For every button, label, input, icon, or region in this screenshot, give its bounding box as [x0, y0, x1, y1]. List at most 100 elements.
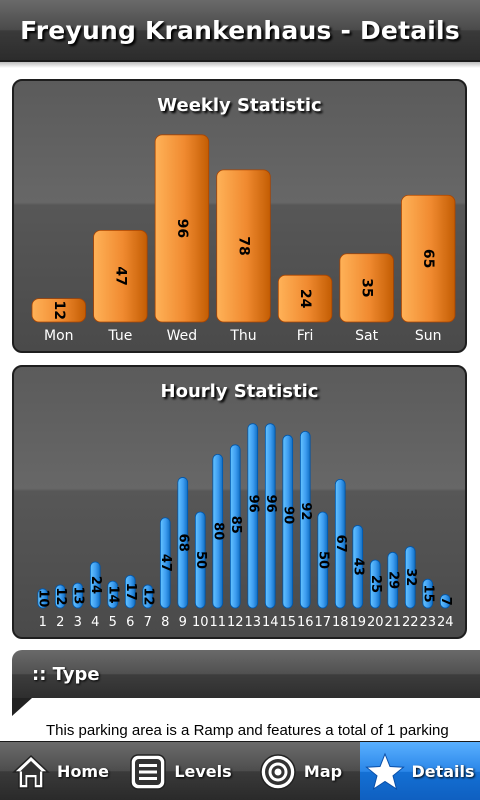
home-icon: [12, 754, 50, 789]
value-label-5: 14: [105, 586, 120, 604]
bar-Mon: [31, 298, 86, 323]
value-label-Wed: 96: [174, 219, 190, 238]
bar-8: [159, 517, 171, 609]
category-label-1: 1: [39, 615, 47, 630]
category-label-4: 4: [91, 615, 99, 630]
weekly-chart: 12 Mon 47 Tue 96 Wed 78 Thu 24 Fri 35 Sat 65 Sun: [31, 134, 456, 344]
hourly-statistic-panel: Hourly Statistic 10 1 12 2 13 3 24 4 14 5 17 6 12 7 47…: [12, 365, 467, 639]
bar-3: [72, 582, 84, 609]
value-label-14: 96: [263, 495, 278, 513]
value-label-Tue: 47: [112, 266, 128, 285]
value-label-20: 25: [368, 575, 383, 593]
value-label-8: 47: [158, 554, 173, 572]
bar-21: [387, 551, 399, 609]
category-label-10: 10: [192, 615, 209, 630]
type-section-title: :: Type: [32, 663, 100, 685]
bar-2: [54, 584, 66, 609]
category-label-23: 23: [419, 615, 436, 630]
value-label-17: 50: [315, 551, 330, 569]
value-label-9: 68: [175, 534, 190, 552]
value-label-Sun: 65: [420, 249, 436, 268]
type-description: This parking area is a Ramp and features…: [46, 722, 449, 739]
bar-9: [177, 477, 189, 609]
value-label-18: 67: [333, 535, 348, 553]
weekly-statistic-title: Weekly Statistic: [157, 95, 322, 116]
tab-details[interactable]: Details: [360, 742, 480, 800]
value-label-13: 96: [245, 495, 260, 513]
category-label-11: 11: [209, 615, 226, 630]
value-label-7: 12: [140, 587, 155, 605]
value-label-23: 15: [420, 585, 435, 603]
weekly-statistic-panel: Weekly Statistic 12 Mon 47 Tue 96 Wed 78 Thu 24 F…: [12, 79, 467, 353]
category-label-13: 13: [244, 615, 261, 630]
bar-7: [142, 584, 154, 609]
value-label-16: 92: [298, 502, 313, 520]
value-label-Fri: 24: [297, 289, 313, 309]
header-shadow: [0, 62, 480, 68]
value-label-19: 43: [350, 558, 365, 576]
bar-20: [369, 559, 381, 609]
bar-16: [299, 430, 311, 609]
category-label-21: 21: [384, 615, 401, 630]
bar-Sun: [401, 194, 456, 323]
tab-map[interactable]: Map: [240, 742, 360, 800]
category-label-7: 7: [144, 615, 152, 630]
value-label-10: 50: [193, 551, 208, 569]
hourly-statistic-title: Hourly Statistic: [160, 381, 319, 402]
category-label-20: 20: [367, 615, 384, 630]
hourly-chart: 10 1 12 2 13 3 24 4 14 5 17 6 12 7 47 8 68 9 50 10 80 11 85 12 9…: [35, 423, 454, 630]
category-label-6: 6: [126, 615, 134, 630]
bar-13: [247, 423, 259, 609]
category-label-12: 12: [227, 615, 244, 630]
category-label-14: 14: [262, 615, 279, 630]
category-label-Fri: Fri: [297, 328, 314, 344]
bar-Sat: [339, 253, 394, 323]
type-section-header[interactable]: :: Type: [12, 650, 480, 698]
value-label-4: 24: [88, 576, 103, 594]
value-label-21: 29: [385, 571, 400, 589]
bar-24: [439, 594, 451, 609]
bar-19: [352, 525, 364, 609]
tab-levels[interactable]: Levels: [120, 742, 240, 800]
category-label-24: 24: [437, 615, 454, 630]
bar-Fri: [277, 274, 333, 323]
tab-home[interactable]: Home: [0, 742, 120, 800]
value-label-Mon: 12: [51, 301, 67, 320]
bottom-tab-bar: Home Levels Map Details: [0, 741, 480, 800]
tab-home-label: Home: [57, 762, 109, 781]
category-label-17: 17: [314, 615, 331, 630]
category-label-5: 5: [109, 615, 117, 630]
category-label-18: 18: [332, 615, 349, 630]
value-label-12: 85: [228, 516, 243, 534]
target-icon: [260, 753, 296, 790]
bar-17: [317, 511, 329, 609]
bar-Tue: [93, 229, 148, 323]
value-label-Thu: 78: [236, 236, 252, 255]
bar-Thu: [216, 169, 271, 323]
category-label-8: 8: [161, 615, 169, 630]
category-label-Sun: Sun: [415, 328, 442, 344]
bar-15: [282, 434, 294, 609]
category-label-Tue: Tue: [107, 328, 132, 344]
value-label-1: 10: [35, 589, 50, 607]
category-label-2: 2: [56, 615, 64, 630]
value-label-24: 7: [438, 597, 453, 606]
bar-11: [212, 454, 224, 609]
star-icon: [365, 752, 406, 790]
value-label-11: 80: [210, 522, 225, 540]
bar-4: [89, 561, 101, 609]
category-label-16: 16: [297, 615, 314, 630]
category-label-22: 22: [402, 615, 419, 630]
tab-details-label: Details: [411, 762, 475, 781]
bar-14: [264, 423, 276, 609]
value-label-22: 32: [403, 568, 418, 586]
bar-Wed: [154, 134, 210, 323]
bar-12: [229, 444, 241, 609]
type-section-corner: [12, 698, 32, 716]
bar-10: [194, 511, 206, 609]
bar-1: [37, 588, 49, 609]
category-label-Thu: Thu: [229, 328, 256, 344]
value-label-3: 13: [70, 586, 85, 604]
tab-map-label: Map: [303, 762, 343, 781]
bar-5: [107, 580, 119, 609]
